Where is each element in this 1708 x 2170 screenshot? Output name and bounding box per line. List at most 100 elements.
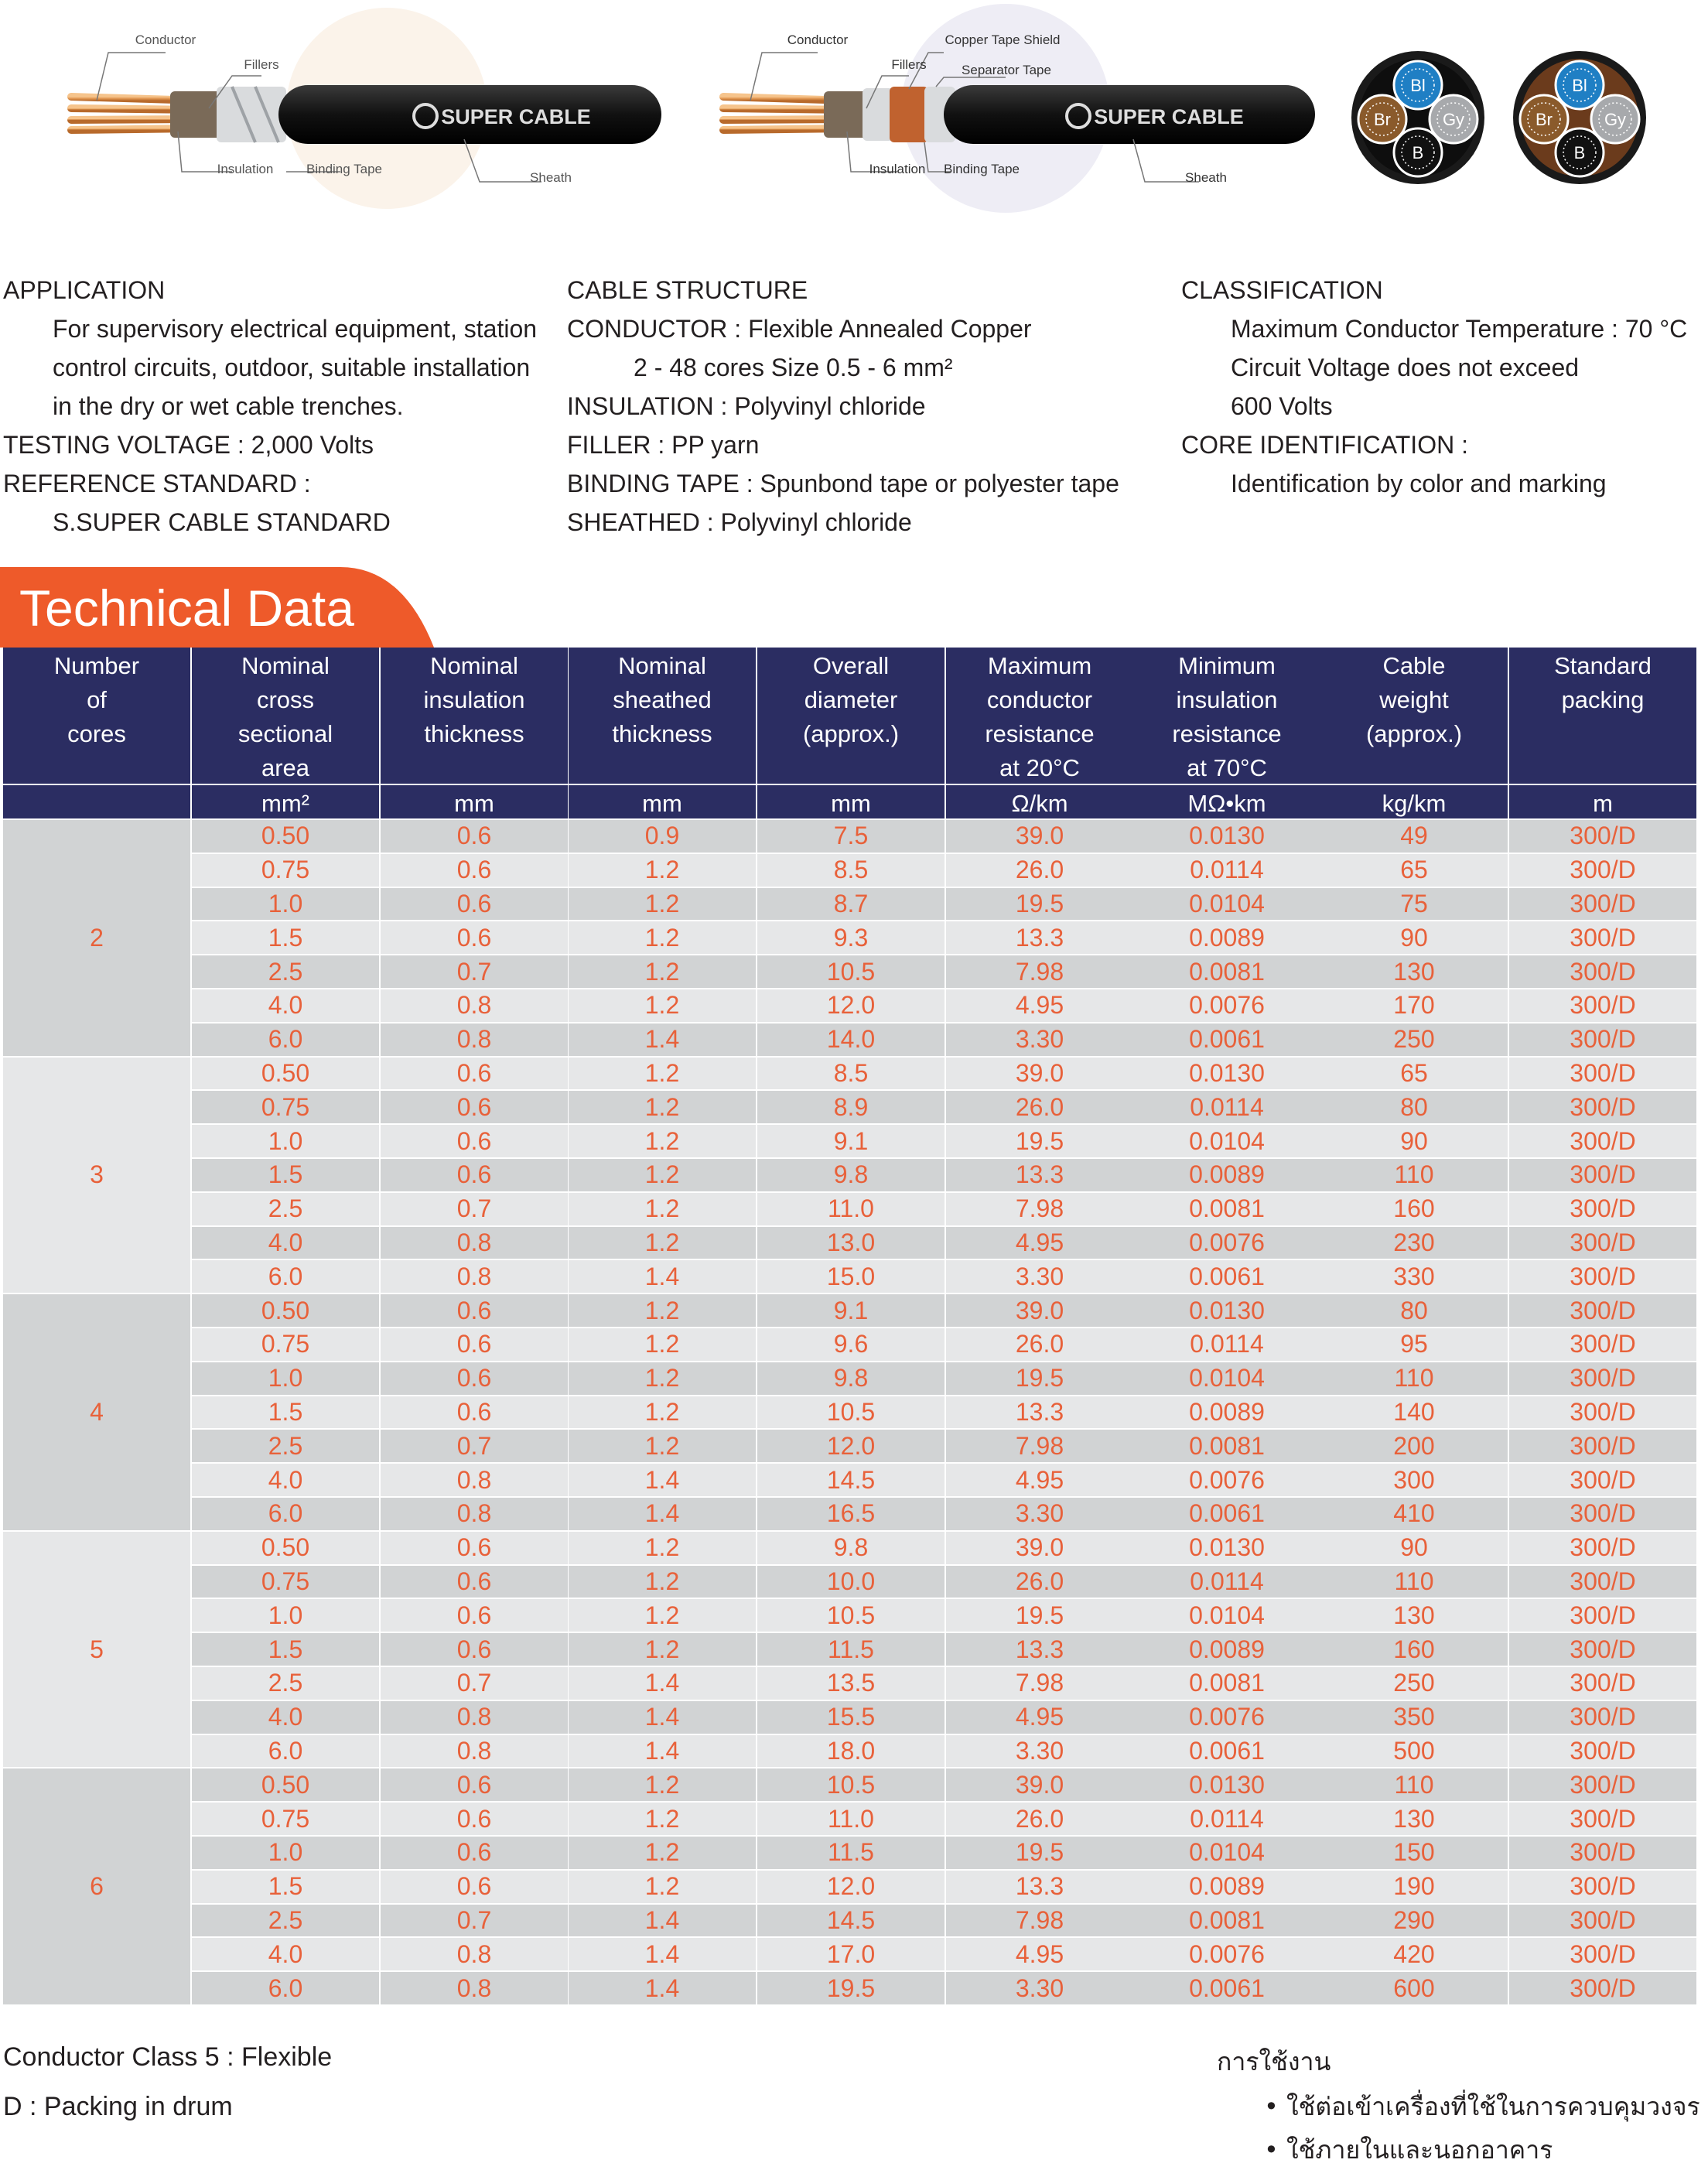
core	[1392, 127, 1443, 178]
table-cell: 10.0	[757, 1565, 945, 1598]
table-cell: 0.0114	[1133, 1803, 1320, 1835]
spec-line: REFERENCE STANDARD :	[3, 464, 311, 503]
table-cell: 300/D	[1509, 1768, 1696, 1802]
header-line: at 20°C	[999, 754, 1080, 781]
table-cell: 500	[1320, 1734, 1508, 1768]
header-line: at 70°C	[1187, 754, 1267, 781]
table-cell: 39.0	[946, 1768, 1133, 1802]
table-cell: 300/D	[1509, 1091, 1696, 1124]
table-cell: 6.0	[192, 1972, 379, 2004]
part-label: Insulation	[217, 162, 274, 176]
table-cell: 250	[1320, 1667, 1508, 1700]
table-cell: 0.6	[381, 887, 568, 921]
table-cell: 1.2	[569, 921, 756, 955]
table-cell: 110	[1320, 1565, 1508, 1598]
table-cell: 130	[1320, 955, 1508, 988]
usage-item: • ใช้ต่อเข้าเครื่องที่ใช้ในการควบคุมวงจร	[1264, 2092, 1700, 2121]
table-cell: 1.4	[569, 1938, 756, 1971]
table-cell: 8.5	[757, 1057, 945, 1090]
table-cell: 9.8	[757, 1159, 945, 1191]
table-cell: 39.0	[946, 1294, 1133, 1327]
table-cell: 8.5	[757, 853, 945, 887]
table-cell: 300/D	[1509, 1430, 1696, 1463]
spec-label: BINDING TAPE :	[567, 470, 753, 497]
header-cell: Nominal sheathed thickness	[569, 648, 756, 784]
table-cell: 0.0130	[1133, 820, 1320, 853]
table-cell: 110	[1320, 1362, 1508, 1395]
table-cell: 350	[1320, 1700, 1508, 1734]
cable-2-drawing	[719, 4, 1315, 213]
table-cell: 1.5	[192, 1870, 379, 1903]
table-cell: 7.5	[757, 820, 945, 853]
spec-line: BINDING TAPE : Spunbond tape or polyeste…	[567, 464, 1119, 503]
unit-cell: mm	[757, 785, 945, 818]
spec-label: FILLER :	[567, 431, 665, 459]
table-cell: 0.7	[381, 1192, 568, 1225]
table-cell: 26.0	[946, 1328, 1133, 1361]
core-code: Bl	[1410, 76, 1426, 95]
table-cell: 0.0104	[1133, 1599, 1320, 1632]
table-cell: 1.0	[192, 1362, 379, 1395]
table-cell: 1.0	[192, 1125, 379, 1157]
header-cell: Number of cores	[3, 648, 190, 784]
spec-value: 2,000 Volts	[251, 431, 374, 459]
spec-label: CORE IDENTIFICATION :	[1181, 431, 1468, 459]
table-cell: 290	[1320, 1904, 1508, 1937]
table-cell: 1.2	[569, 1192, 756, 1225]
table-cell: 300	[1320, 1464, 1508, 1496]
header-line: thickness	[612, 720, 712, 747]
table-cell: 1.2	[569, 1870, 756, 1903]
table-cell: 130	[1320, 1803, 1508, 1835]
core-code: Br	[1374, 110, 1391, 129]
header-line: Overall	[812, 652, 890, 679]
spec-value: PP yarn	[671, 431, 760, 459]
table-cell: 0.7	[381, 1667, 568, 1700]
spec-line: SHEATHED : Polyvinyl chloride	[567, 503, 912, 542]
table-cell: 13.3	[946, 1870, 1133, 1903]
table-cell: 2.5	[192, 1192, 379, 1225]
header-line: diameter	[804, 686, 898, 713]
header-line: conductor	[986, 686, 1093, 713]
table-cell: 12.0	[757, 989, 945, 1022]
table-cell: 0.50	[192, 1768, 379, 1802]
table-cell: 0.7	[381, 955, 568, 988]
core-code: B	[1574, 143, 1586, 162]
table-cell: 0.7	[381, 1430, 568, 1463]
table-cell: 13.3	[946, 1396, 1133, 1429]
header-line: insulation	[423, 686, 525, 713]
header-line: (approx.)	[802, 720, 900, 747]
table-cell: 2.5	[192, 1667, 379, 1700]
table-cell: 1.4	[569, 1464, 756, 1496]
table-cell: 0.0076	[1133, 989, 1320, 1022]
table-cell: 0.0076	[1133, 1938, 1320, 1971]
part-label: Fillers	[891, 57, 926, 72]
table-cell: 11.5	[757, 1837, 945, 1869]
core	[1554, 127, 1605, 178]
cores-cell: 6	[3, 1768, 190, 2004]
table-cell: 9.1	[757, 1125, 945, 1157]
spec-text: S.SUPER CABLE STANDARD	[53, 508, 391, 536]
table-cell: 0.6	[381, 1565, 568, 1598]
table-cell: 95	[1320, 1328, 1508, 1361]
table-cell: 0.0076	[1133, 1700, 1320, 1734]
table-cell: 300/D	[1509, 1464, 1696, 1496]
table-cell: 6.0	[192, 1260, 379, 1293]
table-cell: 0.6	[381, 853, 568, 887]
table-cell: 4.0	[192, 1700, 379, 1734]
table-cell: 230	[1320, 1226, 1508, 1259]
table-cell: 0.8	[381, 1498, 568, 1530]
table-cell: 0.0089	[1133, 1870, 1320, 1903]
table-cell: 0.0104	[1133, 1837, 1320, 1869]
table-cell: 0.0130	[1133, 1294, 1320, 1327]
table-cell: 0.0089	[1133, 1159, 1320, 1191]
header-line: Standard	[1554, 652, 1652, 679]
table-cell: 1.2	[569, 1837, 756, 1869]
table-cell: 8.9	[757, 1091, 945, 1124]
table-cell: 0.6	[381, 1837, 568, 1869]
spec-value: Polyvinyl chloride	[734, 392, 926, 420]
table-cell: 1.5	[192, 1159, 379, 1191]
table-cell: 0.0104	[1133, 1362, 1320, 1395]
table-cell: 4.95	[946, 1938, 1133, 1971]
spec-text: Circuit Voltage does not exceed	[1231, 354, 1580, 381]
table-cell: 26.0	[946, 853, 1133, 887]
